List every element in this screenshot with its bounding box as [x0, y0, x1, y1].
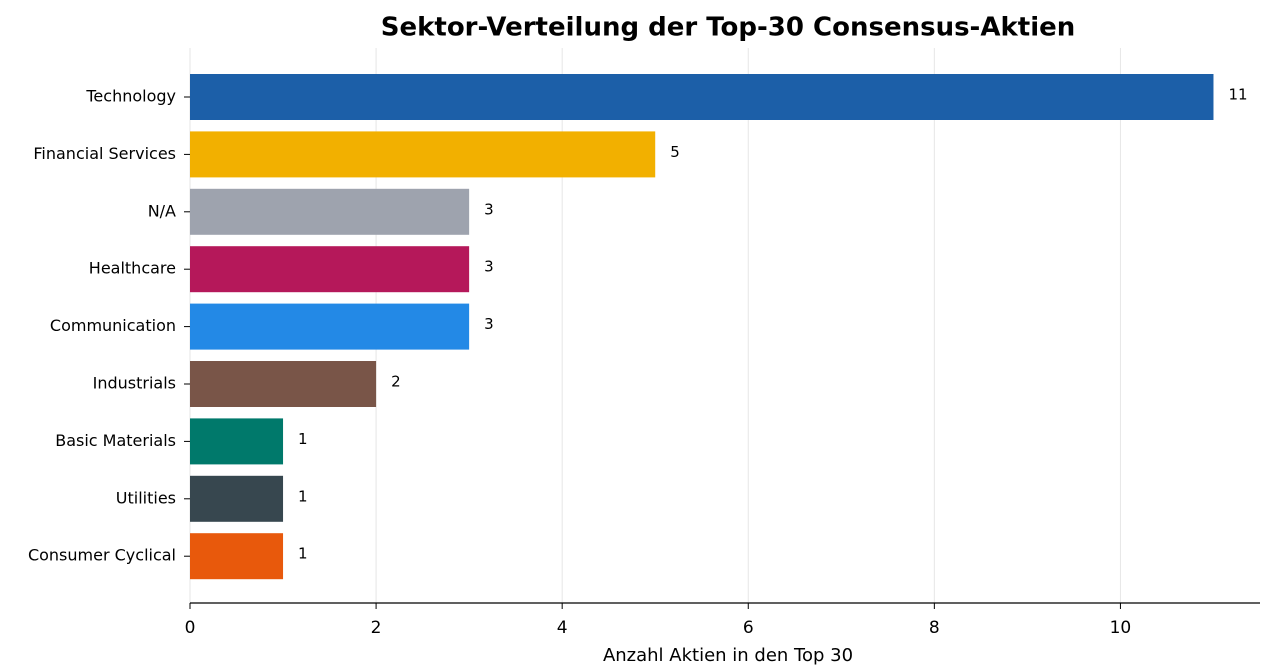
value-label: 5: [670, 143, 680, 161]
x-tick-label: 6: [743, 618, 754, 638]
value-label: 2: [391, 373, 401, 391]
value-label: 1: [298, 487, 308, 505]
y-tick-label: Basic Materials: [55, 431, 176, 450]
y-tick-label: Healthcare: [89, 259, 176, 278]
bar: [190, 475, 284, 522]
value-label: 3: [484, 315, 494, 333]
bar: [190, 246, 470, 293]
x-tick-label: 10: [1110, 618, 1132, 638]
x-axis-label: Anzahl Aktien in den Top 30: [603, 645, 853, 666]
bar: [190, 361, 377, 407]
bar: [190, 131, 656, 178]
bar: [190, 533, 284, 580]
y-tick-label: N/A: [148, 201, 176, 220]
x-tick-label: 0: [185, 618, 196, 638]
x-tick-label: 4: [557, 618, 568, 638]
x-tick-label: 2: [371, 618, 382, 638]
value-label: 3: [484, 200, 494, 218]
y-tick-label: Consumer Cyclical: [28, 546, 176, 565]
chart-title: Sektor-Verteilung der Top-30 Consensus-A…: [381, 13, 1076, 43]
y-tick-label: Utilities: [116, 488, 176, 507]
bar: [190, 74, 1214, 120]
y-tick-label: Industrials: [93, 374, 176, 393]
value-label: 1: [298, 430, 308, 448]
bar: [190, 188, 470, 235]
y-tick-label: Communication: [50, 316, 176, 335]
y-tick-label: Technology: [85, 87, 176, 106]
x-tick-label: 8: [929, 618, 940, 638]
value-label: 3: [484, 258, 494, 276]
bar: [190, 303, 470, 350]
value-label: 1: [298, 545, 308, 563]
bar: [190, 418, 284, 465]
value-label: 11: [1228, 86, 1247, 104]
y-tick-label: Financial Services: [33, 144, 176, 163]
